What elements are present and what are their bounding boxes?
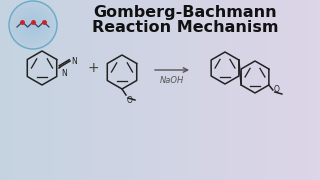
Circle shape (15, 7, 51, 43)
Circle shape (21, 13, 45, 37)
Circle shape (27, 19, 39, 31)
Circle shape (16, 8, 50, 42)
Circle shape (25, 17, 41, 33)
Circle shape (23, 15, 43, 35)
Circle shape (17, 9, 49, 41)
Text: Gomberg-Bachmann: Gomberg-Bachmann (93, 6, 277, 21)
Text: N: N (61, 69, 67, 78)
Circle shape (10, 2, 56, 48)
Text: O: O (274, 86, 280, 94)
Circle shape (12, 5, 53, 45)
Text: Reaction Mechanism: Reaction Mechanism (92, 21, 278, 35)
Circle shape (9, 1, 57, 49)
Circle shape (29, 21, 36, 29)
Circle shape (28, 20, 38, 30)
Circle shape (22, 14, 44, 36)
Circle shape (32, 24, 34, 26)
Text: NaOH: NaOH (160, 76, 184, 85)
Circle shape (20, 12, 46, 38)
Circle shape (14, 6, 52, 44)
Circle shape (9, 1, 57, 49)
Circle shape (12, 3, 55, 47)
Text: +: + (87, 61, 99, 75)
Circle shape (19, 11, 47, 39)
Text: O: O (127, 96, 133, 105)
Circle shape (31, 23, 36, 27)
Text: N: N (71, 57, 77, 66)
Circle shape (26, 18, 40, 32)
